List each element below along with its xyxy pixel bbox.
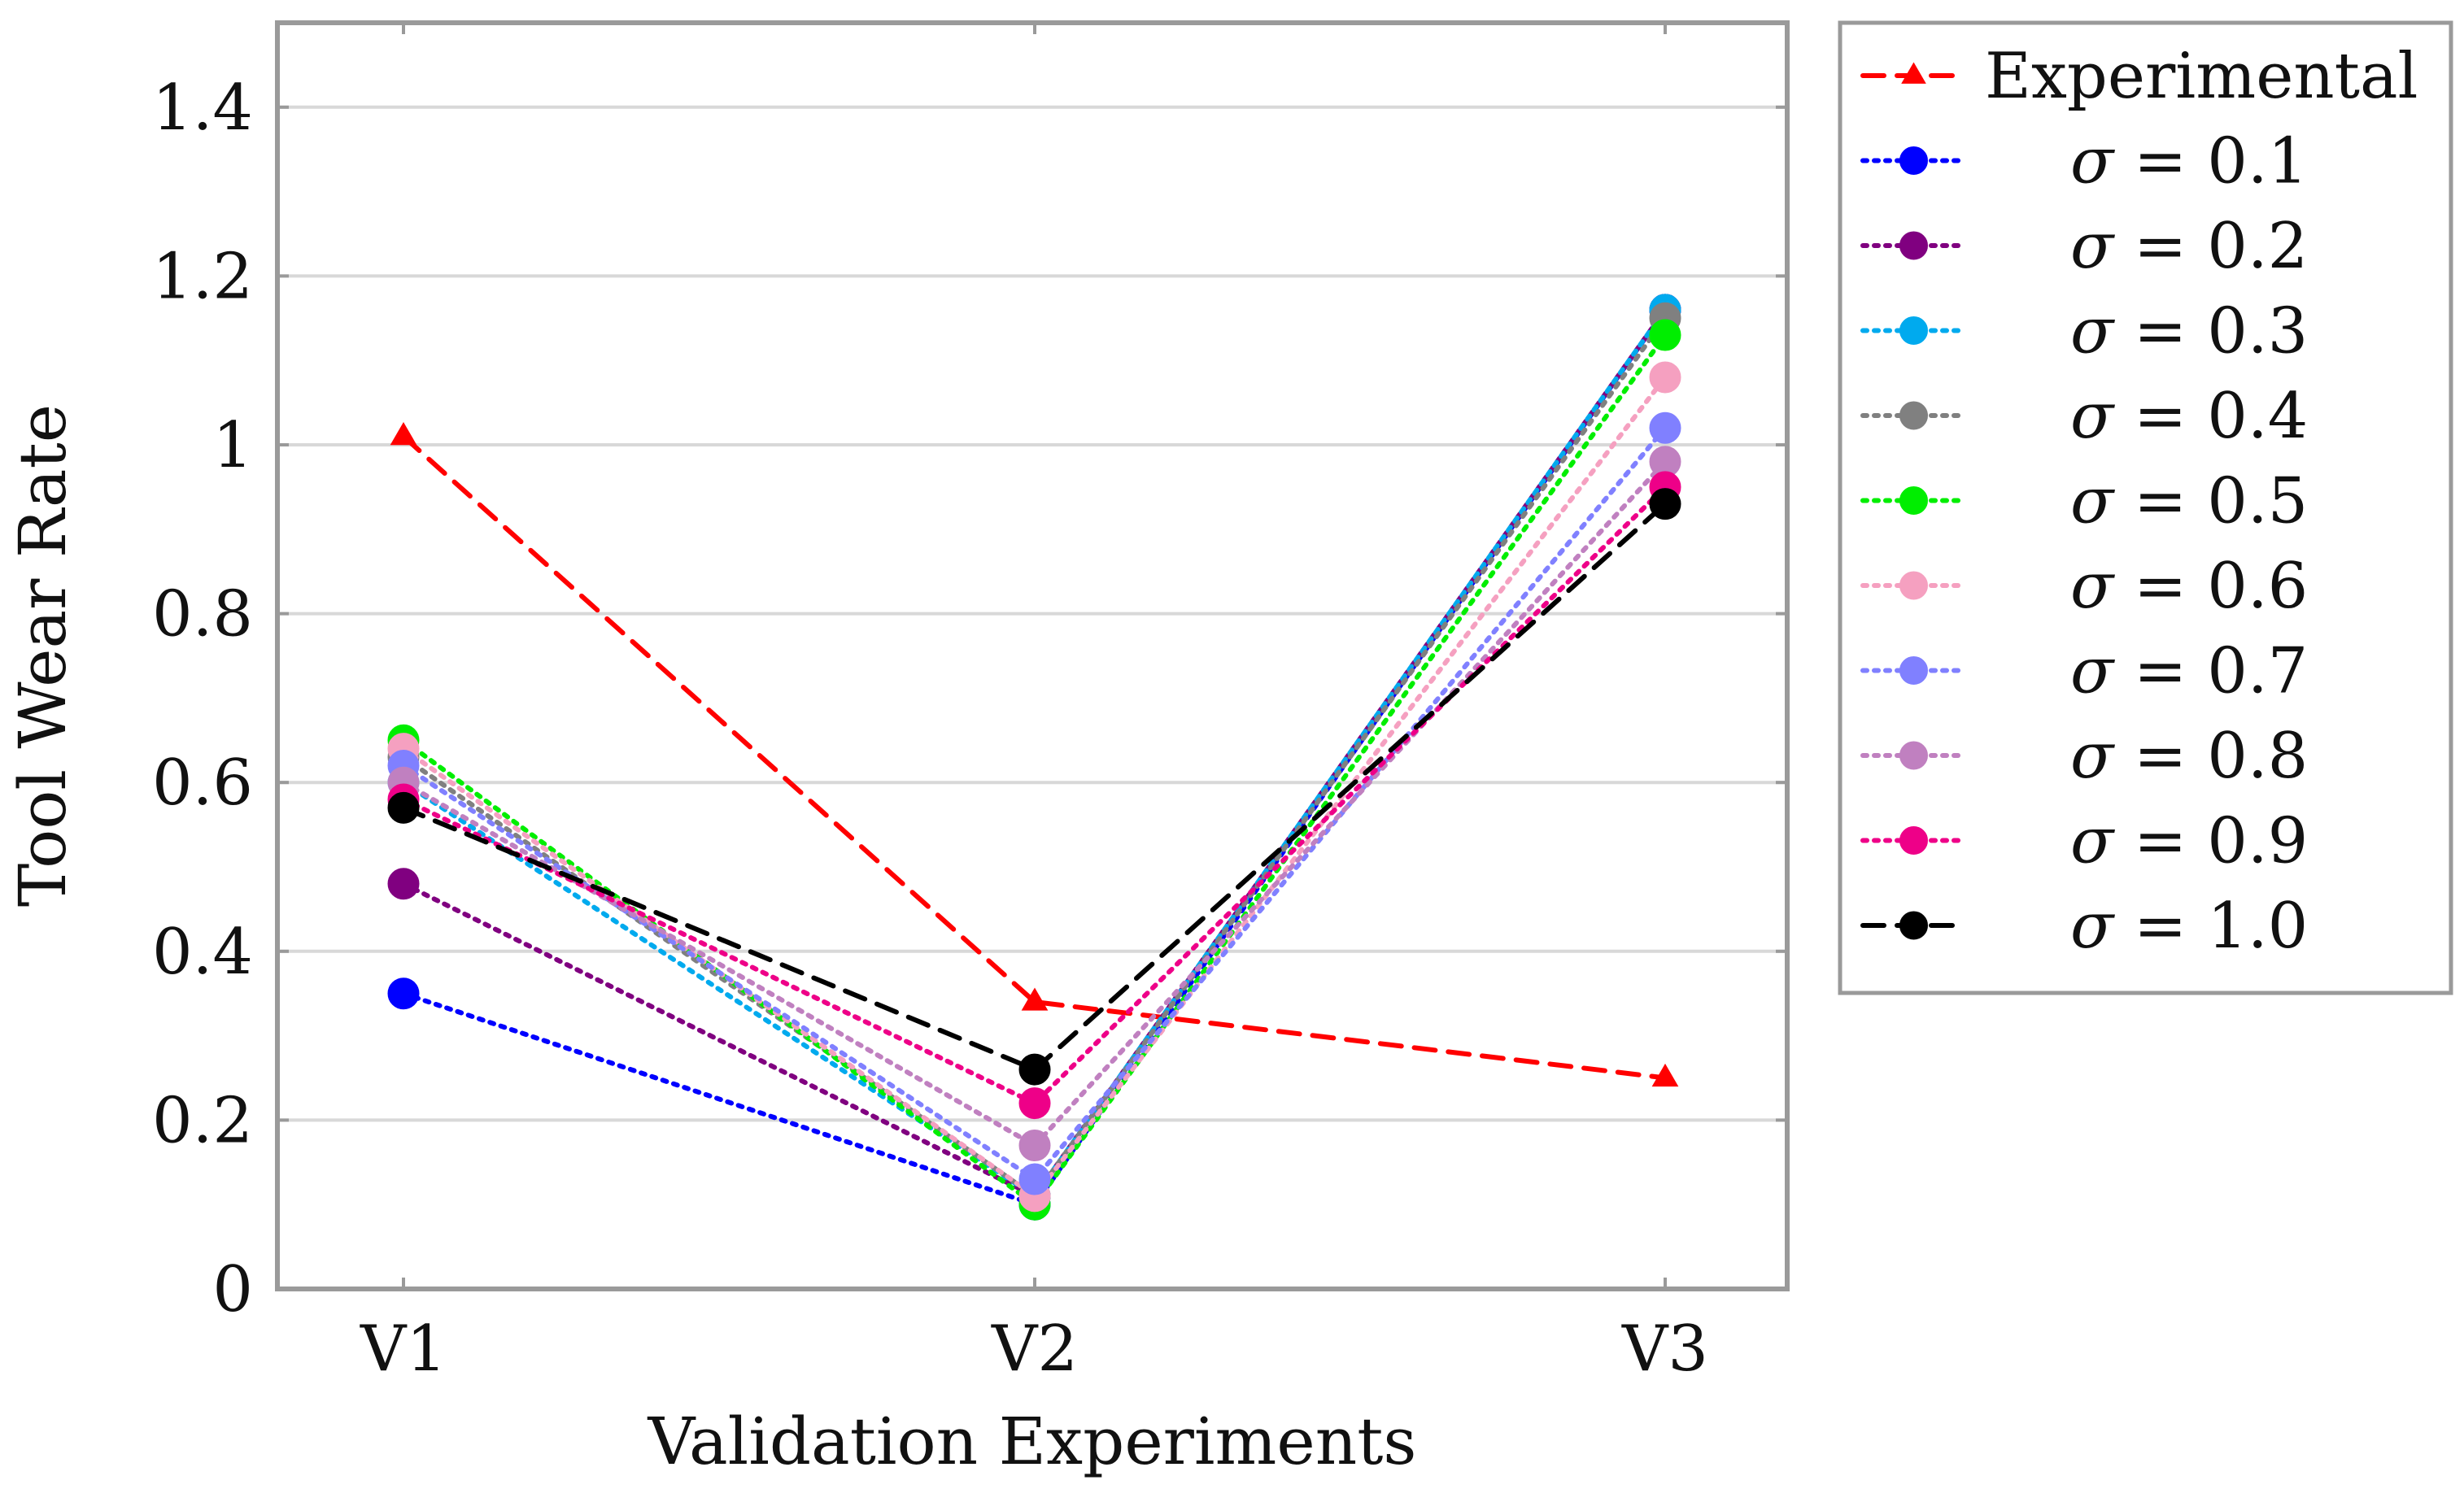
y-tick-label: 0.8 (152, 578, 253, 651)
data-point (1649, 488, 1681, 520)
legend-swatch-marker (1899, 741, 1928, 770)
legend-item: σ = 0.1 (1860, 125, 2308, 198)
legend-label: σ = 0.7 (2070, 635, 2308, 708)
data-point (387, 977, 420, 1010)
legend-label: σ = 0.3 (2070, 295, 2308, 368)
legend-item: σ = 0.7 (1860, 635, 2308, 708)
legend-swatch-marker (1899, 826, 1928, 855)
data-point (1018, 1130, 1051, 1162)
y-tick-label: 0.6 (152, 747, 253, 820)
series-layer (387, 294, 1681, 1221)
x-axis-title: Validation Experiments (648, 1404, 1417, 1479)
legend-swatch-marker (1899, 656, 1928, 685)
data-point (1649, 411, 1681, 444)
legend-swatch-marker (1899, 486, 1928, 515)
legend-label: σ = 0.1 (2070, 125, 2308, 198)
y-tick-label: 0.4 (152, 916, 253, 989)
legend-frame (1838, 20, 2453, 995)
legend-label: σ = 0.8 (2070, 720, 2308, 793)
legend-swatch-marker (1899, 316, 1928, 345)
legend-item: σ = 0.9 (1860, 805, 2308, 878)
grid (277, 105, 1787, 1122)
legend-swatch-marker (1899, 231, 1928, 260)
data-point (1018, 1087, 1051, 1120)
data-point (1018, 1163, 1051, 1195)
x-tick-label: V2 (991, 1313, 1078, 1386)
x-tick-label: V3 (1621, 1313, 1708, 1386)
plot-frame (275, 20, 1790, 1291)
legend-item: σ = 0.4 (1860, 380, 2308, 453)
y-tick-label: 0.2 (152, 1084, 253, 1157)
data-point (390, 422, 417, 446)
legend-label: σ = 0.9 (2070, 805, 2308, 878)
series-line (401, 433, 1668, 1081)
x-tick-label: V1 (360, 1313, 447, 1386)
legend-label: σ = 1.0 (2070, 890, 2308, 963)
legend-label: σ = 0.2 (2070, 210, 2308, 283)
y-axis-title: Tool Wear Rate (5, 404, 81, 907)
legend-swatch-marker (1899, 911, 1928, 940)
legend-item: σ = 0.2 (1860, 210, 2308, 283)
legend-label: σ = 0.6 (2070, 550, 2308, 623)
y-tick-label: 1.4 (152, 72, 253, 145)
series-0 (390, 422, 1679, 1087)
legend-label: σ = 0.4 (2070, 380, 2308, 453)
legend-swatch-marker (1901, 62, 1926, 84)
legend-label: σ = 0.5 (2070, 465, 2308, 538)
data-point (1649, 319, 1681, 351)
legend-item: Experimental (1860, 40, 2418, 113)
y-tick-label: 0 (212, 1253, 253, 1326)
data-point (387, 791, 420, 824)
series-line (401, 501, 1668, 1073)
legend-item: σ = 0.5 (1860, 465, 2308, 538)
legend-item: σ = 0.3 (1860, 295, 2308, 368)
legend-swatch-marker (1899, 571, 1928, 600)
legend-label: Experimental (1985, 40, 2418, 113)
legend-swatch-marker (1899, 401, 1928, 430)
legend-swatch-marker (1899, 146, 1928, 175)
series-line (401, 459, 1668, 1149)
legend-entries: Experimental σ = 0.1 σ = 0.2 σ = 0.3 σ = 0.4… (1860, 40, 2418, 963)
legend-item: σ = 1.0 (1860, 890, 2308, 963)
y-tick-label: 1.2 (152, 240, 253, 313)
ticks: 0 0.2 0.4 0.6 0.8 1 1.2 1.4 V1 V2 V3 (152, 23, 1787, 1386)
y-tick-label: 1 (212, 409, 253, 482)
data-point (387, 868, 420, 900)
legend: Experimental σ = 0.1 σ = 0.2 σ = 0.3 σ = 0.4… (1838, 20, 2453, 995)
legend-item: σ = 0.8 (1860, 720, 2308, 793)
series-10 (387, 488, 1681, 1086)
data-point (1651, 1063, 1679, 1087)
data-point (1018, 1053, 1051, 1086)
legend-item: σ = 0.6 (1860, 550, 2308, 623)
data-point (1021, 987, 1049, 1011)
data-point (1649, 361, 1681, 394)
